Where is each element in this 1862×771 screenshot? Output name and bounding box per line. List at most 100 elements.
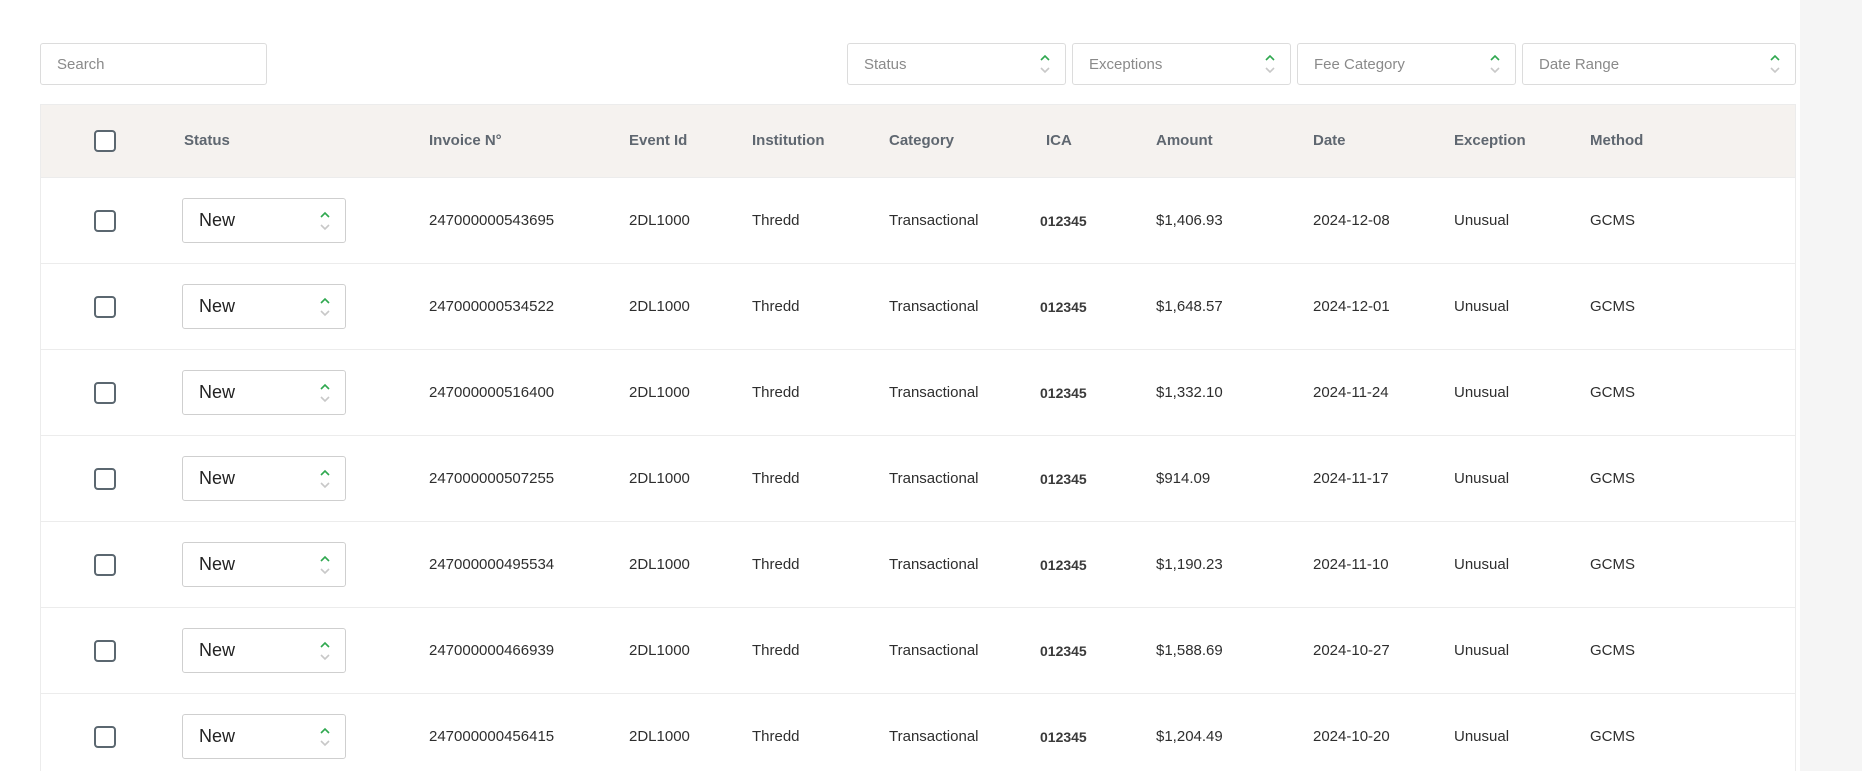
- institution-cell: Thredd: [752, 212, 800, 229]
- row-checkbox[interactable]: [94, 640, 116, 662]
- row-checkbox[interactable]: [94, 554, 116, 576]
- row-status-select[interactable]: New: [182, 370, 346, 415]
- institution-cell: Thredd: [752, 384, 800, 401]
- ica-cell: 012345: [1040, 299, 1087, 315]
- chevron-up-down-icon: [319, 295, 331, 319]
- institution-cell: Thredd: [752, 556, 800, 573]
- category-cell: Transactional: [889, 728, 979, 745]
- row-status-value: New: [199, 554, 236, 574]
- row-checkbox[interactable]: [94, 468, 116, 490]
- table-row: New 247000000507255 2DL1000 Thredd Transacti…: [41, 435, 1795, 521]
- institution-cell: Thredd: [752, 470, 800, 487]
- header-ica[interactable]: ICA: [1046, 132, 1072, 149]
- institution-cell: Thredd: [752, 728, 800, 745]
- table-row: New 247000000495534 2DL1000 Thredd Transacti…: [41, 521, 1795, 607]
- date-range-filter[interactable]: Date Range: [1522, 43, 1796, 85]
- chevron-up-down-icon: [1039, 52, 1051, 76]
- toolbar: Status Exceptions Fee Category Date Rang…: [40, 43, 1796, 85]
- status-filter[interactable]: Status: [847, 43, 1066, 85]
- header-exception[interactable]: Exception: [1454, 132, 1526, 149]
- exceptions-filter-label: Exceptions: [1089, 55, 1163, 73]
- row-status-value: New: [199, 468, 236, 488]
- chevron-up-down-icon: [319, 209, 331, 233]
- date-cell: 2024-10-20: [1313, 728, 1390, 745]
- table-row: New 247000000543695 2DL1000 Thredd Transacti…: [41, 177, 1795, 263]
- row-status-value: New: [199, 726, 236, 746]
- amount-cell: $1,204.49: [1156, 728, 1223, 745]
- amount-cell: $1,332.10: [1156, 384, 1223, 401]
- header-institution[interactable]: Institution: [752, 132, 825, 149]
- ica-cell: 012345: [1040, 729, 1087, 745]
- institution-cell: Thredd: [752, 642, 800, 659]
- exception-cell: Unusual: [1454, 556, 1510, 573]
- event-id-cell: 2DL1000: [629, 212, 690, 229]
- search-input[interactable]: [40, 43, 267, 85]
- select-all-checkbox[interactable]: [94, 130, 116, 152]
- chevron-up-down-icon: [1489, 52, 1501, 76]
- header-status[interactable]: Status: [184, 132, 230, 149]
- table-row: New 247000000516400 2DL1000 Thredd Transacti…: [41, 349, 1795, 435]
- row-status-value: New: [199, 382, 236, 402]
- table-header: Status Invoice N° Event Id Institution C…: [41, 105, 1795, 177]
- amount-cell: $1,648.57: [1156, 298, 1223, 315]
- row-status-select[interactable]: New: [182, 628, 346, 673]
- row-status-select[interactable]: New: [182, 198, 346, 243]
- row-checkbox[interactable]: [94, 296, 116, 318]
- row-status-select[interactable]: New: [182, 714, 346, 759]
- exception-cell: Unusual: [1454, 470, 1510, 487]
- date-range-filter-label: Date Range: [1539, 55, 1620, 73]
- date-cell: 2024-11-10: [1313, 556, 1389, 573]
- category-cell: Transactional: [889, 212, 979, 229]
- method-cell: GCMS: [1590, 298, 1635, 315]
- status-filter-label: Status: [864, 55, 907, 73]
- category-cell: Transactional: [889, 470, 979, 487]
- date-cell: 2024-10-27: [1313, 642, 1390, 659]
- date-cell: 2024-12-01: [1313, 298, 1390, 315]
- row-checkbox[interactable]: [94, 726, 116, 748]
- category-cell: Transactional: [889, 642, 979, 659]
- header-date[interactable]: Date: [1313, 132, 1346, 149]
- row-checkbox[interactable]: [94, 382, 116, 404]
- ica-cell: 012345: [1040, 557, 1087, 573]
- ica-cell: 012345: [1040, 213, 1087, 229]
- table-row: New 247000000466939 2DL1000 Thredd Transacti…: [41, 607, 1795, 693]
- method-cell: GCMS: [1590, 384, 1635, 401]
- page: Status Exceptions Fee Category Date Rang…: [40, 43, 1796, 771]
- invoice-table: Status Invoice N° Event Id Institution C…: [40, 104, 1796, 771]
- chevron-up-down-icon: [1264, 52, 1276, 76]
- invoice-cell: 247000000534522: [429, 298, 555, 315]
- method-cell: GCMS: [1590, 642, 1635, 659]
- row-status-select[interactable]: New: [182, 284, 346, 329]
- chevron-up-down-icon: [1769, 52, 1781, 76]
- row-status-value: New: [199, 640, 236, 660]
- row-checkbox[interactable]: [94, 210, 116, 232]
- invoice-cell: 247000000466939: [429, 642, 555, 659]
- invoice-cell: 247000000507255: [429, 470, 555, 487]
- header-amount[interactable]: Amount: [1156, 132, 1213, 149]
- exceptions-filter[interactable]: Exceptions: [1072, 43, 1291, 85]
- ica-cell: 012345: [1040, 385, 1087, 401]
- header-category[interactable]: Category: [889, 132, 955, 149]
- exception-cell: Unusual: [1454, 298, 1510, 315]
- row-status-select[interactable]: New: [182, 542, 346, 587]
- method-cell: GCMS: [1590, 728, 1635, 745]
- method-cell: GCMS: [1590, 212, 1635, 229]
- exception-cell: Unusual: [1454, 384, 1510, 401]
- chevron-up-down-icon: [319, 553, 331, 577]
- row-status-select[interactable]: New: [182, 456, 346, 501]
- fee-category-filter-label: Fee Category: [1314, 55, 1405, 73]
- header-event-id[interactable]: Event Id: [629, 132, 688, 149]
- exception-cell: Unusual: [1454, 728, 1510, 745]
- date-cell: 2024-11-17: [1313, 470, 1389, 487]
- event-id-cell: 2DL1000: [629, 384, 690, 401]
- category-cell: Transactional: [889, 298, 979, 315]
- amount-cell: $1,190.23: [1156, 556, 1223, 573]
- fee-category-filter[interactable]: Fee Category: [1297, 43, 1516, 85]
- row-status-value: New: [199, 296, 236, 316]
- header-method[interactable]: Method: [1590, 132, 1644, 149]
- exception-cell: Unusual: [1454, 212, 1510, 229]
- row-status-value: New: [199, 210, 236, 230]
- header-invoice[interactable]: Invoice N°: [429, 132, 502, 149]
- category-cell: Transactional: [889, 556, 979, 573]
- chevron-up-down-icon: [319, 381, 331, 405]
